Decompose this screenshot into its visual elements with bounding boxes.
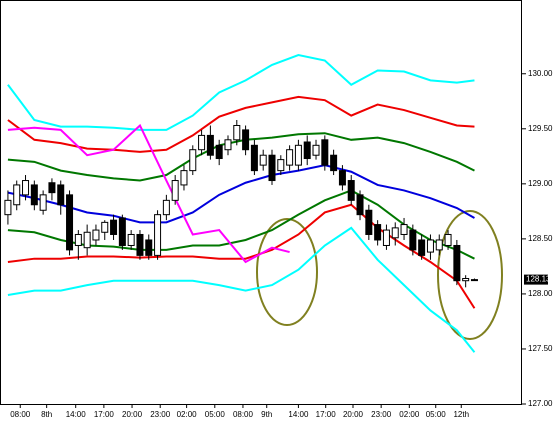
candle-body <box>286 149 294 166</box>
candle-body <box>435 239 443 251</box>
x-tick-label: 05:00 <box>426 410 447 419</box>
band-line <box>7 226 476 353</box>
candle-body <box>347 180 355 201</box>
x-tick-label: 08:00 <box>10 410 31 419</box>
candle-body <box>136 233 144 256</box>
band-line <box>7 164 475 224</box>
candle-body <box>198 134 206 151</box>
x-tick-label: 17:00 <box>316 410 337 419</box>
y-tick-label: 128.50 <box>528 234 553 243</box>
candle-body <box>374 224 382 241</box>
candle-body <box>13 184 21 206</box>
candle-body <box>233 124 241 141</box>
x-tick-label: 12th <box>453 410 469 419</box>
x-tick-label: 9th <box>261 410 272 419</box>
candle-body <box>83 231 91 249</box>
candle-body <box>101 221 109 233</box>
x-tick-label: 05:00 <box>205 410 226 419</box>
candle-body <box>250 144 258 172</box>
candle-body <box>154 214 162 256</box>
band-line <box>7 95 475 153</box>
x-tick-label: 20:00 <box>122 410 143 419</box>
candle-body <box>22 180 30 196</box>
current-price-label: 128.13 <box>526 275 551 284</box>
x-tick-label: 23:00 <box>150 410 171 419</box>
x-tick-label: 08:00 <box>233 410 254 419</box>
candle-body <box>444 233 452 246</box>
x-tick-label: 02:00 <box>177 410 198 419</box>
x-tick-label: 23:00 <box>371 410 392 419</box>
candle-body <box>382 229 390 246</box>
y-tick-label: 129.50 <box>528 124 553 133</box>
candle-body <box>215 144 223 160</box>
x-tick-label: 17:00 <box>94 410 115 419</box>
candle-body <box>277 159 285 172</box>
band-line <box>7 123 290 264</box>
x-tick-label: 02:00 <box>399 410 420 419</box>
candle-body <box>453 244 461 282</box>
candle-body <box>418 239 426 256</box>
annotation-ellipse <box>437 210 503 340</box>
x-tick-label: 20:00 <box>343 410 364 419</box>
y-tick-label: 127.50 <box>528 344 553 353</box>
band-line <box>7 54 475 131</box>
candle-body <box>294 144 302 166</box>
candle-body <box>400 224 408 235</box>
candle-body <box>92 229 100 241</box>
plot-frame <box>0 0 522 405</box>
candle-body <box>57 184 65 206</box>
candle-body <box>39 194 47 211</box>
x-tick-label: 14:00 <box>288 410 309 419</box>
candle-body <box>338 170 346 186</box>
candle-body <box>268 154 276 182</box>
candle-body <box>30 184 38 206</box>
candle-body <box>409 229 417 251</box>
candle-body <box>66 194 74 251</box>
candle-body <box>330 154 338 172</box>
candle-body <box>4 199 12 216</box>
candle-body <box>321 139 329 166</box>
annotation-ellipse <box>256 218 318 326</box>
candle-body <box>224 139 232 151</box>
candle-body <box>462 278 470 282</box>
candle-body <box>48 182 56 194</box>
y-tick-label: 127.00 <box>528 399 553 408</box>
band-line <box>7 203 476 309</box>
candle-body <box>127 233 135 246</box>
y-tick-label: 129.00 <box>528 179 553 188</box>
candle-body <box>145 239 153 256</box>
y-tick-label: 128.00 <box>528 289 553 298</box>
y-tick-label: 130.00 <box>528 69 553 78</box>
candle-body <box>426 239 434 253</box>
candle-body <box>259 154 267 166</box>
x-tick-label: 8th <box>41 410 52 419</box>
x-tick-label: 14:00 <box>66 410 87 419</box>
price-box <box>524 274 548 285</box>
candle-body <box>242 129 250 151</box>
candle-body <box>391 227 399 239</box>
candle-body <box>118 217 126 246</box>
candle-body <box>365 209 373 235</box>
candle-body <box>74 233 82 246</box>
candle-body <box>303 141 311 160</box>
candle-body <box>180 170 188 186</box>
candle-body <box>162 199 170 216</box>
candle-body <box>110 219 118 235</box>
candle-body <box>206 134 214 156</box>
candle-body <box>171 180 179 201</box>
candle-body <box>470 279 478 282</box>
candle-body <box>312 144 320 156</box>
candle-body <box>356 194 364 216</box>
candle-body <box>189 149 197 172</box>
